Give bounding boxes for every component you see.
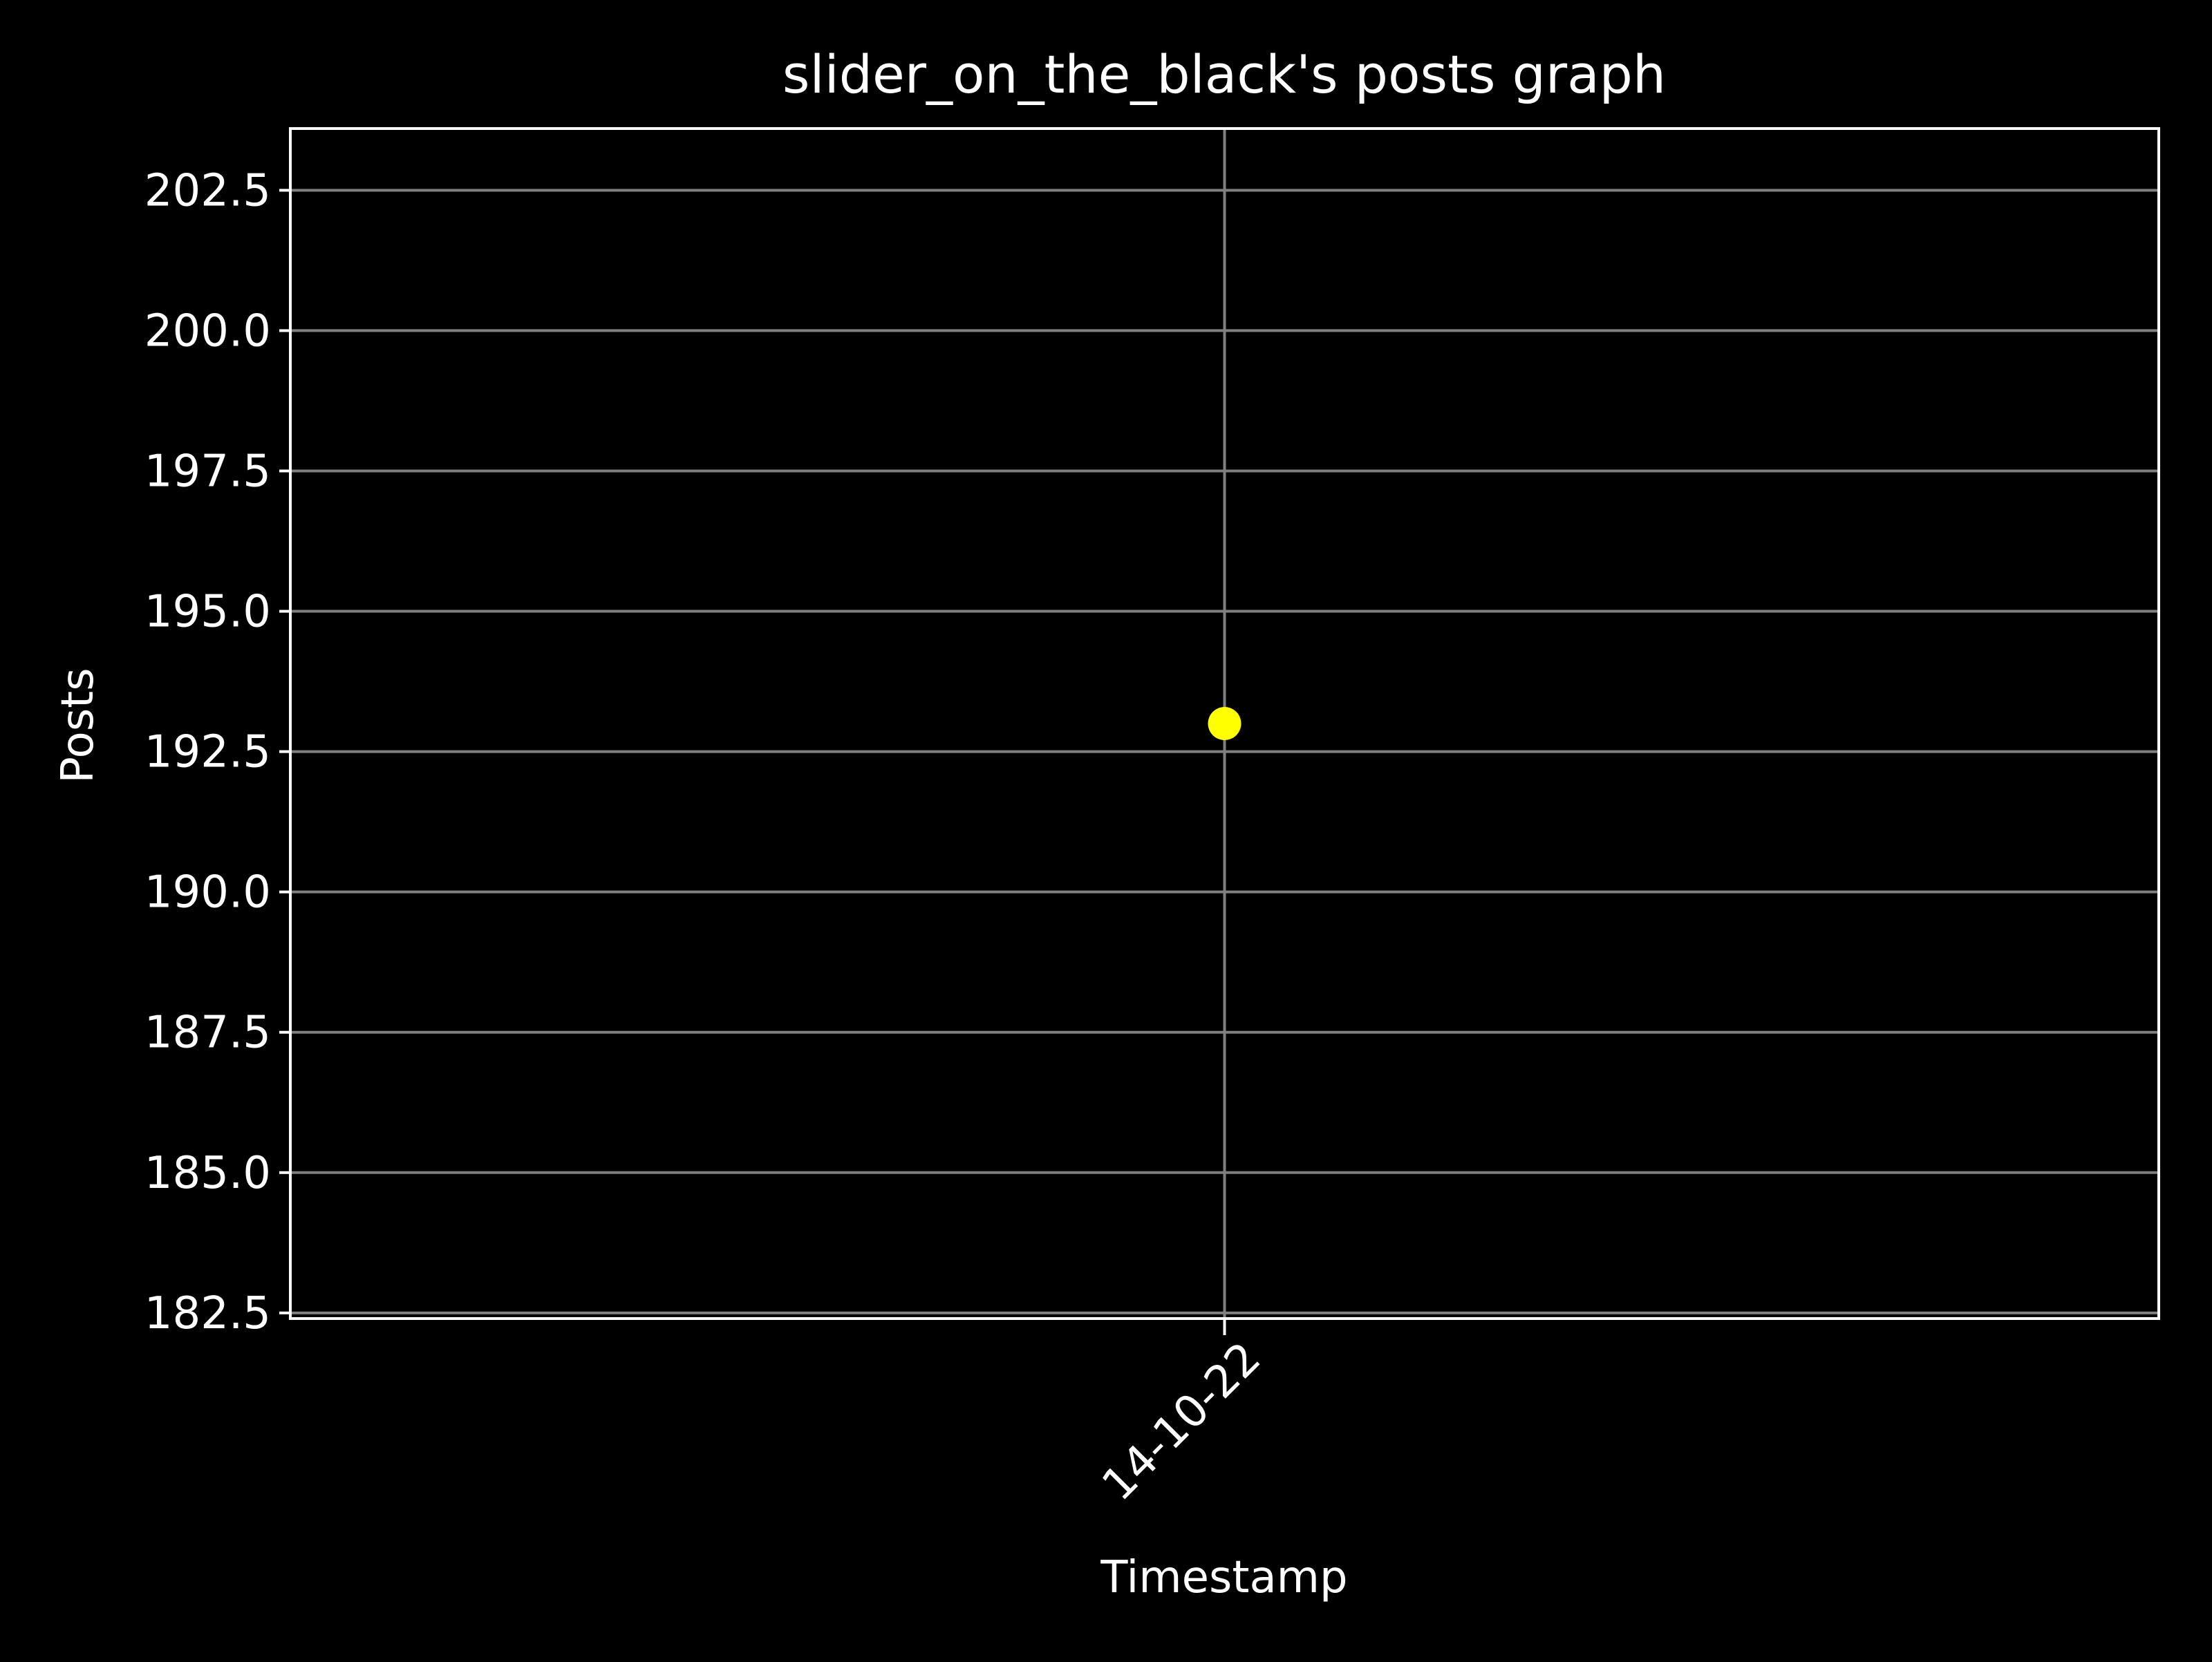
chart-title: slider_on_the_black's posts graph bbox=[782, 44, 1666, 105]
y-axis: 182.5 185.0 187.5 190.0 192.5 195.0 197.5 200.0… bbox=[144, 165, 290, 1339]
y-tick-label: 195.0 bbox=[144, 587, 271, 638]
data-point bbox=[1208, 707, 1241, 740]
y-axis-label: Posts bbox=[53, 668, 104, 783]
x-axis-label: Timestamp bbox=[1100, 1552, 1347, 1603]
y-tick-label: 197.5 bbox=[144, 446, 271, 497]
y-tick-label: 187.5 bbox=[144, 1008, 271, 1059]
y-tick-label: 185.0 bbox=[144, 1148, 271, 1199]
y-tick-label: 192.5 bbox=[144, 727, 271, 778]
y-tick-label: 182.5 bbox=[144, 1288, 271, 1339]
grid-layer bbox=[290, 129, 2159, 1319]
y-tick-label: 190.0 bbox=[144, 867, 271, 918]
y-tick-label: 200.0 bbox=[144, 305, 271, 357]
data-points bbox=[1208, 707, 1241, 740]
y-tick-label: 202.5 bbox=[144, 165, 271, 216]
